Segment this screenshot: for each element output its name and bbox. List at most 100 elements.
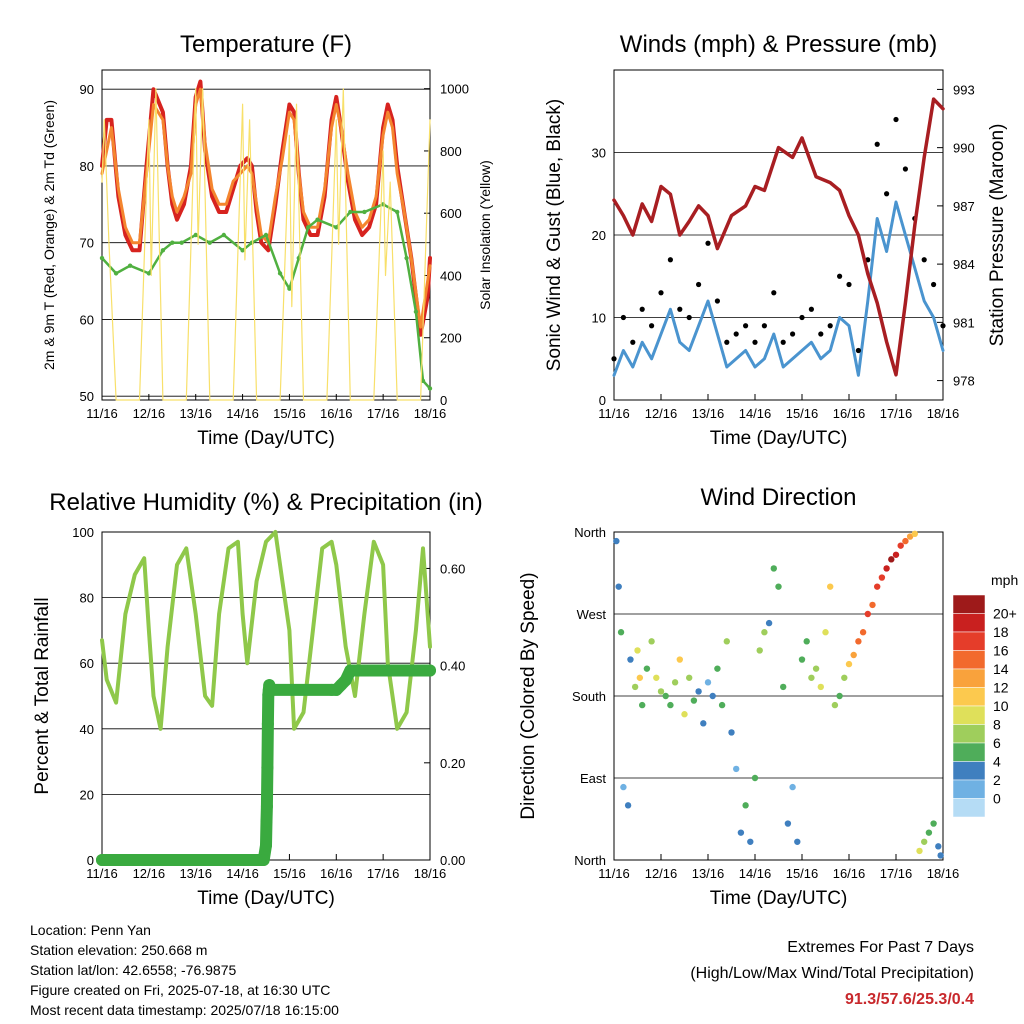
direction-point bbox=[878, 574, 886, 581]
direction-point bbox=[728, 729, 735, 736]
direction-point bbox=[883, 565, 890, 572]
humidity-xtick-label: 15/16 bbox=[273, 866, 306, 881]
winds-gust-point bbox=[639, 306, 645, 312]
temperature-td-point bbox=[179, 240, 184, 245]
temperature-td-point bbox=[334, 225, 339, 230]
humidity-ytick-label: 80 bbox=[80, 591, 94, 606]
extremes-title: Extremes For Past 7 Days bbox=[787, 939, 974, 956]
direction-point bbox=[662, 692, 669, 700]
winds-gust-point bbox=[620, 314, 627, 321]
humidity-precip-point bbox=[260, 815, 273, 828]
direction-point bbox=[845, 660, 853, 668]
direction-legend-swatch bbox=[952, 631, 986, 651]
winds-y2tick-label: 984 bbox=[953, 257, 975, 272]
humidity-ylabel: Percent & Total Rainfall bbox=[32, 597, 53, 794]
direction-point bbox=[653, 674, 660, 681]
direction-point bbox=[812, 665, 820, 672]
temperature-y2tick-label: 400 bbox=[440, 268, 462, 283]
direction-point bbox=[822, 629, 829, 636]
direction-point bbox=[634, 647, 641, 654]
temperature-ytick-label: 90 bbox=[80, 82, 94, 97]
winds-xtick-label: 15/16 bbox=[786, 406, 819, 421]
direction-ylabel: Direction (Colored By Speed) bbox=[518, 572, 539, 819]
direction-point bbox=[756, 647, 763, 654]
direction-legend-label: 2 bbox=[993, 772, 1001, 788]
direction-legend-swatch bbox=[952, 798, 986, 818]
humidity-y2tick-label: 0.20 bbox=[440, 756, 465, 771]
winds-gust-point bbox=[921, 257, 927, 263]
direction-point bbox=[897, 542, 904, 549]
temperature-td-point bbox=[127, 263, 133, 268]
winds-gust-point bbox=[752, 339, 758, 345]
temperature-y2label: Solar Insolation (Yellow) bbox=[477, 160, 493, 310]
temperature-td-point bbox=[249, 240, 255, 245]
direction-point bbox=[657, 688, 665, 695]
humidity-xtick-label: 13/16 bbox=[179, 866, 212, 881]
humidity-ytick-label: 100 bbox=[72, 525, 94, 540]
direction-point bbox=[888, 556, 895, 563]
direction-point bbox=[620, 783, 627, 791]
direction-point bbox=[906, 533, 914, 540]
direction-point bbox=[841, 674, 848, 681]
winds-gust-point bbox=[940, 323, 946, 329]
direction-xtick-label: 17/16 bbox=[880, 866, 913, 881]
temperature-td-point bbox=[427, 386, 433, 391]
direction-point bbox=[937, 852, 944, 859]
temperature-td-point bbox=[277, 271, 283, 276]
winds-y2tick-label: 990 bbox=[953, 141, 975, 156]
direction-point bbox=[714, 665, 721, 672]
direction-ytick-label: North bbox=[574, 525, 606, 540]
direction-legend-label: 6 bbox=[993, 735, 1001, 751]
direction-point bbox=[817, 683, 824, 691]
winds-title: Winds (mph) & Pressure (mb) bbox=[620, 31, 937, 58]
direction-point bbox=[803, 638, 810, 645]
temperature-td-line bbox=[100, 203, 432, 390]
direction-point bbox=[892, 551, 900, 558]
winds-gust-point bbox=[902, 166, 909, 172]
winds-ytick-label: 10 bbox=[592, 311, 606, 326]
direction-point bbox=[874, 583, 881, 590]
humidity-xtick-label: 17/16 bbox=[367, 866, 400, 881]
temperature-xtick-label: 14/16 bbox=[226, 406, 259, 421]
temperature-y2tick-label: 600 bbox=[440, 206, 462, 221]
direction-point bbox=[709, 692, 716, 700]
temperature-xtick-label: 17/16 bbox=[367, 406, 400, 421]
extremes-subtitle: (High/Low/Max Wind/Total Precipitation) bbox=[690, 965, 974, 982]
direction-point bbox=[704, 679, 712, 686]
direction-point bbox=[624, 802, 632, 809]
temperature-td-point bbox=[193, 232, 198, 238]
winds-gust-point bbox=[686, 314, 692, 321]
winds-gust-point bbox=[705, 240, 711, 246]
winds-y2tick-label: 978 bbox=[953, 374, 975, 389]
winds-ylabel: Sonic Wind & Gust (Blue, Black) bbox=[544, 99, 565, 371]
temperature-td-point bbox=[113, 271, 119, 276]
temperature-td-point bbox=[413, 309, 419, 314]
direction-legend-label: 18 bbox=[993, 624, 1009, 640]
humidity-precip-point bbox=[261, 761, 274, 774]
direction-point bbox=[765, 619, 773, 627]
direction-point bbox=[930, 820, 937, 827]
direction-point bbox=[911, 530, 918, 538]
temperature-td-point bbox=[305, 225, 311, 230]
direction-xtick-label: 13/16 bbox=[692, 866, 725, 881]
direction-point bbox=[667, 701, 674, 709]
temperature-td-point bbox=[315, 217, 320, 222]
winds-y2tick-label: 993 bbox=[953, 82, 975, 97]
humidity-ytick-label: 20 bbox=[80, 787, 94, 802]
temperature-td-point bbox=[221, 232, 227, 238]
winds-gust-point bbox=[790, 331, 796, 337]
winds-gust-point bbox=[677, 306, 683, 312]
temperature-xlabel: Time (Day/UTC) bbox=[197, 428, 335, 449]
direction-legend-swatch bbox=[952, 668, 986, 688]
direction-xtick-label: 14/16 bbox=[739, 866, 772, 881]
direction-point bbox=[855, 638, 862, 645]
direction-ytick-label: North bbox=[574, 853, 606, 868]
winds-gust-point bbox=[874, 141, 880, 147]
recent-timestamp: Most recent data timestamp: 2025/07/18 1… bbox=[30, 1002, 339, 1018]
winds-gust-point bbox=[611, 356, 617, 362]
station-elevation: Station elevation: 250.668 m bbox=[30, 942, 208, 958]
winds-ytick-label: 20 bbox=[592, 228, 606, 243]
temperature-ylabel: 2m & 9m T (Red, Orange) & 2m Td (Green) bbox=[41, 100, 57, 370]
direction-point bbox=[925, 829, 933, 836]
winds-gust-point bbox=[799, 314, 805, 321]
